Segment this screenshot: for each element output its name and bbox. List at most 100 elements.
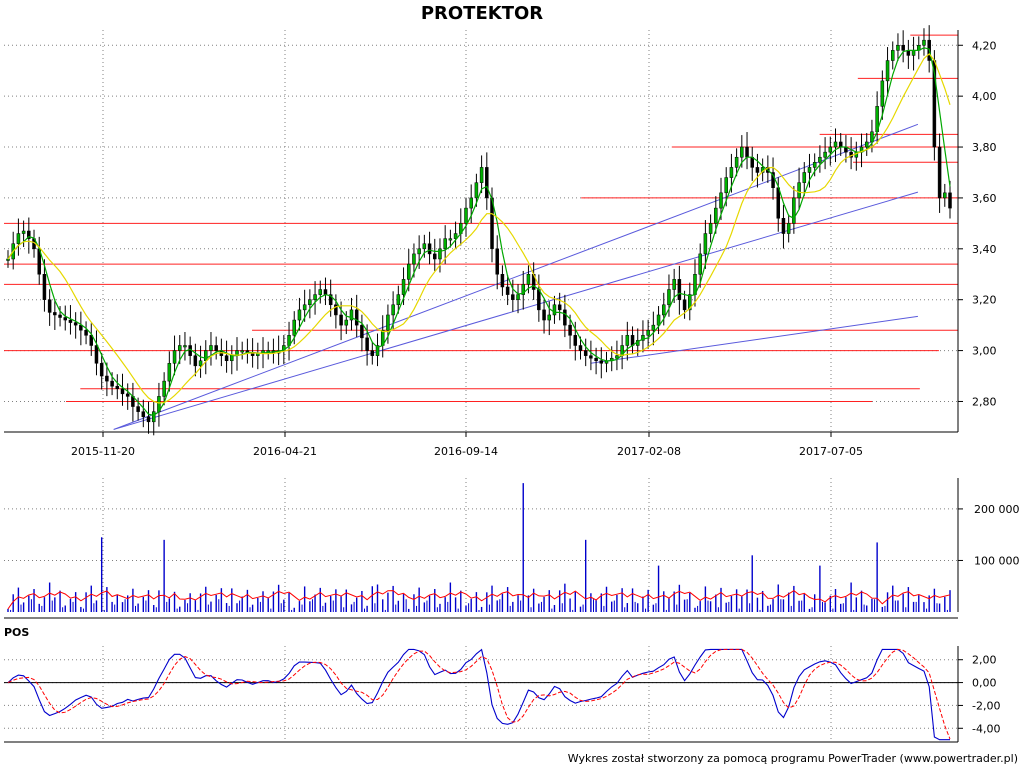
price-body xyxy=(334,304,338,316)
price-body xyxy=(656,314,661,326)
pos-tick-label: 2,00 xyxy=(972,654,997,667)
price-body xyxy=(73,322,78,326)
price-body xyxy=(807,167,812,173)
price-body xyxy=(323,289,328,295)
price-body xyxy=(745,146,749,158)
price-body xyxy=(230,355,234,362)
price-body xyxy=(360,324,364,339)
price-body xyxy=(542,309,546,321)
price-body xyxy=(537,289,541,311)
price-body xyxy=(406,263,411,280)
price-body xyxy=(552,304,557,316)
axes xyxy=(4,30,959,743)
price-body xyxy=(864,141,869,148)
price-body xyxy=(521,284,525,295)
price-body xyxy=(21,230,26,234)
price-body xyxy=(708,223,713,234)
price-body xyxy=(682,299,687,311)
price-body xyxy=(313,294,317,300)
price-body xyxy=(344,319,349,326)
volume-ma-line xyxy=(7,589,951,610)
price-body xyxy=(63,317,67,321)
price-body xyxy=(99,363,104,377)
volume-panel xyxy=(7,483,951,612)
chart-title: PROTEKTOR xyxy=(421,3,543,24)
price-body xyxy=(391,304,395,316)
price-body xyxy=(443,238,447,250)
price-body xyxy=(734,156,739,168)
ma-yellow-line xyxy=(7,53,951,404)
price-body xyxy=(349,309,354,321)
price-body xyxy=(318,289,323,295)
price-body xyxy=(740,146,744,158)
price-body xyxy=(58,314,62,318)
price-body xyxy=(453,233,458,239)
price-body xyxy=(557,304,562,311)
price-body xyxy=(120,388,125,395)
pos-line xyxy=(7,648,950,741)
price-body xyxy=(339,314,343,326)
price-body xyxy=(714,207,718,224)
price-body xyxy=(302,304,307,311)
price-body xyxy=(433,253,437,260)
price-body xyxy=(141,411,146,417)
price-body xyxy=(412,253,416,265)
price-body xyxy=(422,243,427,250)
x-tick-label: 2015-11-20 xyxy=(71,445,135,458)
pos-tick-label: -4,00 xyxy=(972,722,1000,735)
price-body xyxy=(354,309,359,326)
price-body xyxy=(828,146,833,153)
price-body xyxy=(105,375,109,382)
price-tick-label: 3,60 xyxy=(972,192,997,205)
price-body xyxy=(94,345,99,364)
price-tick-label: 3,00 xyxy=(972,345,997,358)
price-body xyxy=(688,294,692,311)
price-body xyxy=(27,230,31,239)
price-body xyxy=(781,218,786,234)
price-body xyxy=(396,294,401,306)
price-body xyxy=(469,197,473,209)
x-tick-label: 2016-04-21 xyxy=(253,445,317,458)
price-tick-label: 3,40 xyxy=(972,243,997,256)
price-body xyxy=(375,345,380,356)
price-tick-label: 2,80 xyxy=(972,395,997,408)
pos-label: POS xyxy=(4,626,29,639)
trend-line xyxy=(113,123,919,430)
tick-labels: 2015-11-20 2016-04-21 2016-09-14 2017-02-08… xyxy=(71,39,1019,735)
price-body xyxy=(448,238,453,241)
pos-signal-line xyxy=(7,648,951,740)
price-body xyxy=(365,337,369,351)
price-body xyxy=(833,141,838,148)
price-body xyxy=(901,45,905,51)
ma-green-line xyxy=(7,47,951,417)
price-body xyxy=(438,248,442,260)
price-body xyxy=(204,350,208,362)
price-tick-label: 3,20 xyxy=(972,294,997,307)
price-body xyxy=(922,39,926,46)
price-body xyxy=(417,248,421,255)
price-body xyxy=(110,380,114,387)
price-body xyxy=(589,355,593,359)
price-body xyxy=(943,192,947,199)
price-body xyxy=(646,329,650,336)
grid-lines xyxy=(4,30,958,742)
price-body xyxy=(625,335,630,346)
volume-tick-label: 100 000 xyxy=(974,554,1020,567)
price-body xyxy=(386,314,390,331)
price-body xyxy=(370,350,375,356)
price-body xyxy=(474,182,479,199)
price-body xyxy=(771,172,775,188)
price-body xyxy=(802,172,807,183)
price-body xyxy=(42,274,47,300)
price-body xyxy=(812,162,817,168)
price-body xyxy=(53,312,57,316)
price-body xyxy=(292,319,296,336)
price-body xyxy=(578,345,583,351)
price-bars xyxy=(6,25,952,436)
price-body xyxy=(563,309,567,326)
price-body xyxy=(183,345,187,348)
price-body xyxy=(308,299,312,306)
trend-lines xyxy=(113,123,919,430)
price-tick-label: 4,00 xyxy=(972,90,997,103)
